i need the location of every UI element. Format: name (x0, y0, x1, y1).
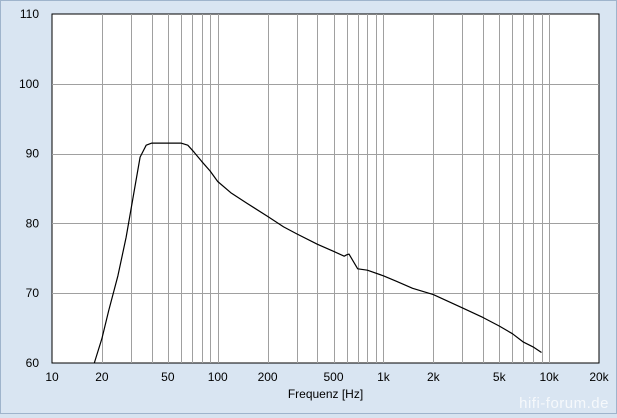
x-tick-label: 1k (377, 370, 391, 384)
x-tick-label: 500 (324, 370, 344, 384)
y-tick-label: 110 (20, 7, 39, 21)
y-tick-label: 70 (26, 286, 40, 300)
x-tick-label: 50 (161, 370, 175, 384)
x-tick-label: 100 (208, 370, 228, 384)
x-tick-labels: 10 20 50 100 200 500 1k 2k 5k 10k 20k (45, 370, 609, 384)
y-tick-label: 60 (26, 356, 40, 370)
x-tick-label: 5k (493, 370, 507, 384)
y-tick-label: 80 (26, 216, 40, 230)
y-tick-label: 100 (19, 77, 39, 91)
x-tick-label: 2k (427, 370, 441, 384)
x-tick-label: 20k (589, 370, 609, 384)
x-tick-label: 200 (258, 370, 278, 384)
x-tick-label: 10 (45, 370, 59, 384)
x-axis-label: Frequenz [Hz] (288, 387, 363, 401)
y-tick-label: 90 (26, 147, 40, 161)
watermark-logo: hifi-forum.de (519, 395, 609, 412)
y-tick-labels: 60 70 80 90 100 110 (19, 7, 39, 370)
x-tick-label: 10k (539, 370, 559, 384)
x-tick-label: 20 (95, 370, 109, 384)
